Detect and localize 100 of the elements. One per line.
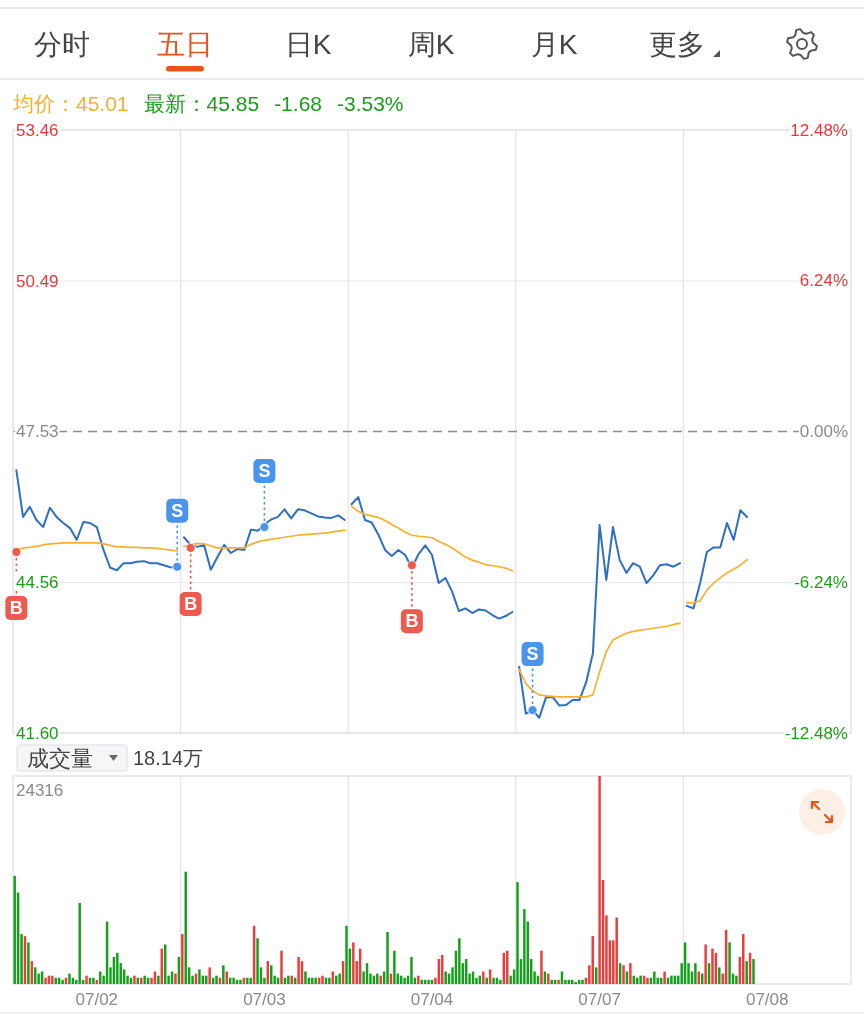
- data-label: B: [184, 593, 198, 614]
- data-label: S: [171, 500, 184, 521]
- y-tick-label: 50.49: [16, 271, 59, 291]
- point: [172, 561, 183, 572]
- bar: [694, 963, 697, 984]
- bar: [215, 975, 218, 984]
- y2-tick-label: -12.48%: [784, 723, 848, 743]
- x-tick-label: 07/03: [243, 989, 286, 1009]
- bar: [352, 942, 355, 984]
- annotation: 月K: [530, 28, 578, 60]
- bar: [557, 979, 560, 984]
- bar: [239, 979, 242, 984]
- bar: [410, 956, 413, 984]
- bar: [174, 973, 177, 984]
- x-tick-label: 07/08: [745, 989, 789, 1009]
- bar: [44, 977, 47, 984]
- annotation: 24316: [16, 780, 64, 800]
- bar: [198, 969, 201, 984]
- bar: [280, 950, 283, 984]
- bar: [646, 977, 649, 984]
- bar: [256, 938, 259, 984]
- bar: [133, 975, 136, 984]
- bar: [314, 977, 317, 984]
- point: [185, 543, 196, 553]
- y2-tick-label: 6.24%: [799, 271, 848, 291]
- bar: [492, 977, 495, 984]
- y2-tick-label: 0.00%: [799, 422, 848, 441]
- bar: [550, 979, 553, 984]
- bar: [653, 971, 656, 984]
- y2-tick-label: -6.24%: [794, 572, 848, 592]
- bar: [458, 938, 461, 984]
- bar: [718, 967, 721, 984]
- bar: [386, 932, 389, 984]
- bar: [393, 950, 396, 984]
- y-tick-label: 53.46: [16, 120, 59, 140]
- bar: [629, 963, 632, 984]
- point: [259, 522, 270, 532]
- point: [406, 560, 417, 571]
- bar: [728, 942, 731, 984]
- bar: [670, 975, 673, 984]
- y2-tick-label: 12.48%: [790, 120, 848, 140]
- bar: [249, 977, 252, 984]
- bar: [27, 942, 30, 984]
- bar: [745, 961, 748, 984]
- point: [527, 705, 538, 716]
- bar: [752, 959, 755, 984]
- annotation: 更多: [649, 28, 705, 60]
- bar: [663, 971, 666, 984]
- annotation: 分时: [34, 28, 90, 60]
- bar: [321, 975, 324, 984]
- annotation: 18.14万: [133, 747, 204, 769]
- bar: [482, 971, 485, 984]
- bar: [297, 956, 300, 984]
- data-label: S: [258, 461, 271, 482]
- bar: [61, 979, 64, 984]
- title: 五日: [157, 28, 213, 60]
- bar: [598, 776, 601, 984]
- annotation: 均价：45.01: [13, 91, 129, 115]
- annotation: 周K: [407, 28, 455, 60]
- bar: [523, 909, 526, 984]
- y-tick-label: 41.60: [16, 723, 59, 743]
- x-tick-label: 07/02: [75, 989, 119, 1009]
- annotation: 最新：45.85: [143, 91, 260, 115]
- bar: [116, 952, 119, 984]
- bar: [444, 971, 447, 984]
- point: [11, 547, 22, 557]
- bar: [622, 965, 625, 984]
- bar: [208, 967, 211, 984]
- annotation: -3.53%: [337, 91, 404, 115]
- annotation: 日K: [284, 28, 332, 60]
- bar: [78, 902, 81, 984]
- bar: [516, 882, 519, 984]
- bar: [232, 977, 235, 984]
- bar: [499, 979, 502, 984]
- bar: [311, 977, 314, 984]
- data-label: B: [405, 611, 419, 632]
- bar: [246, 977, 249, 984]
- bar: [92, 977, 95, 984]
- x-tick-label: 07/07: [578, 989, 621, 1009]
- data-label: S: [526, 644, 539, 665]
- bar: [222, 965, 225, 984]
- y-tick-label: 47.53: [16, 422, 59, 441]
- bar: [735, 975, 738, 984]
- bar: [328, 977, 331, 984]
- y-tick-label: 44.56: [16, 573, 59, 592]
- bar: [581, 979, 584, 984]
- bar: [547, 973, 550, 984]
- bar: [427, 979, 430, 984]
- bar: [615, 917, 618, 984]
- x-tick-label: 07/04: [410, 989, 454, 1009]
- data-label: B: [9, 598, 23, 618]
- bar: [304, 971, 307, 984]
- bar: [417, 975, 420, 984]
- bar: [704, 944, 707, 984]
- bar: [540, 950, 543, 984]
- title: 成交量: [27, 745, 93, 771]
- bar: [181, 934, 184, 984]
- bar: [85, 975, 88, 984]
- annotation: -1.68: [274, 91, 322, 115]
- bar: [68, 973, 71, 984]
